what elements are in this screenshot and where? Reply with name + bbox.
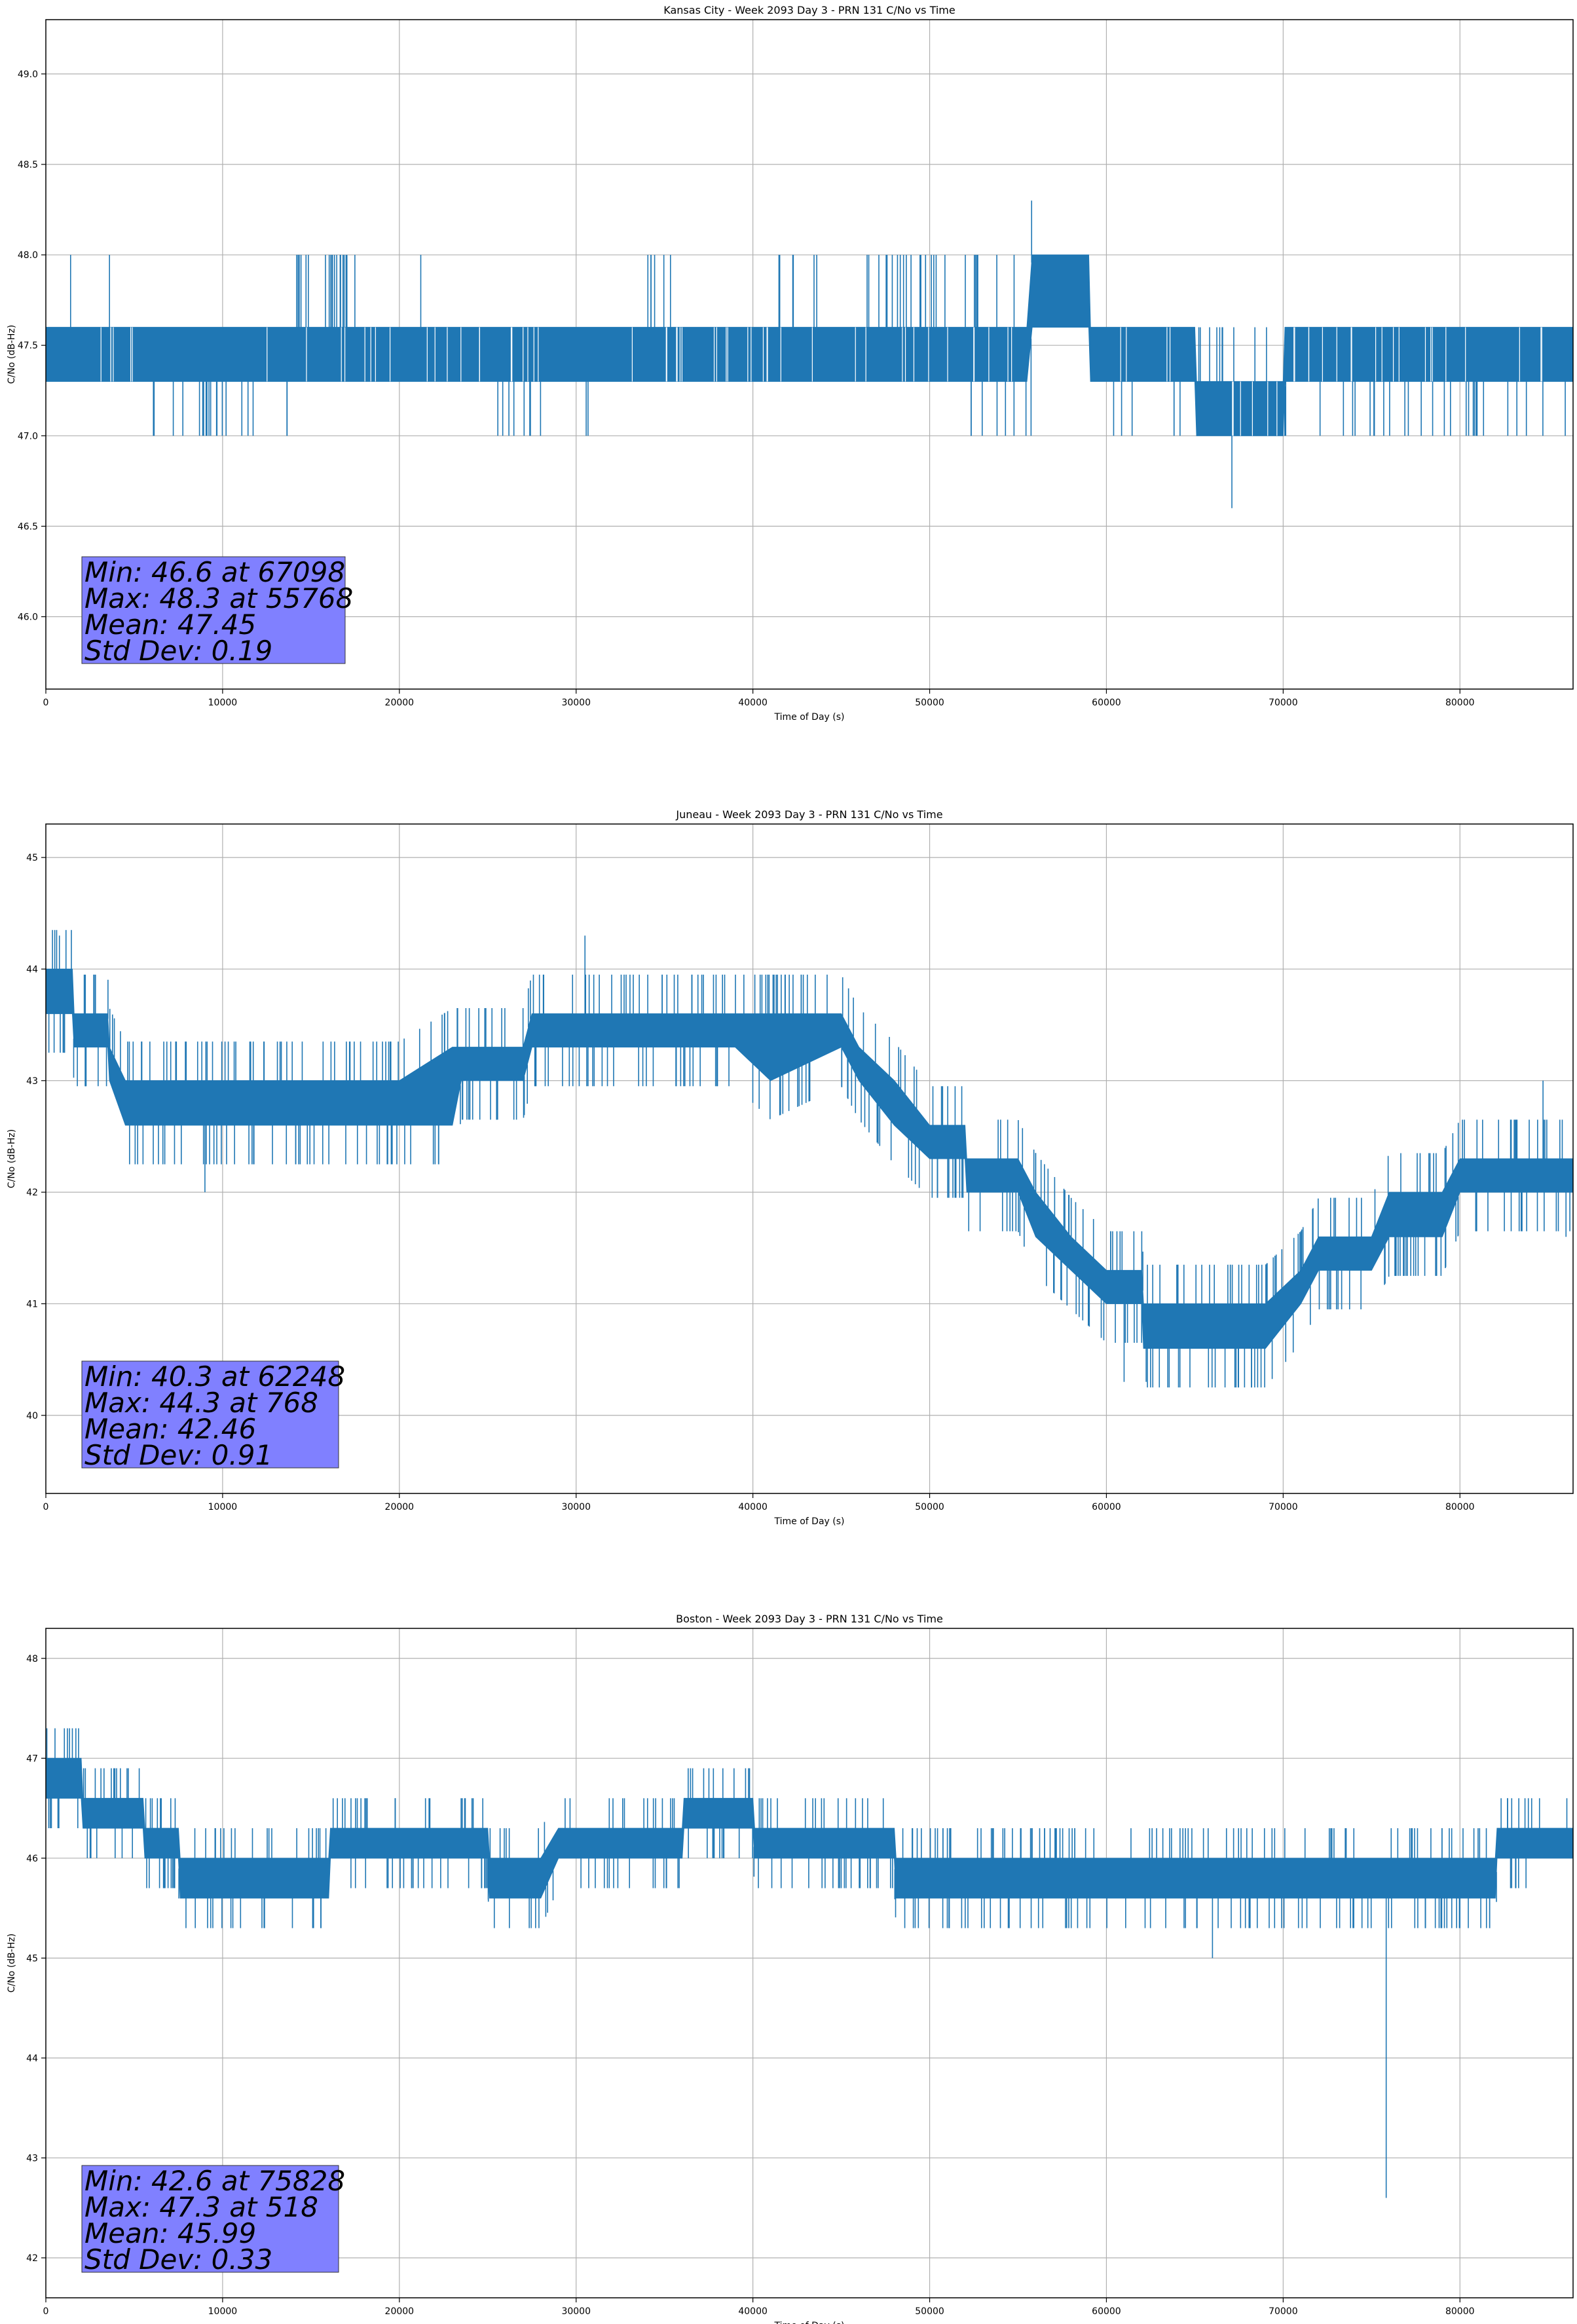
stats-line: Max: 48.3 at 55768 xyxy=(84,582,353,614)
stats-line: Min: 46.6 at 67098 xyxy=(84,556,345,588)
x-tick-label: 40000 xyxy=(738,1502,768,1512)
x-tick-label: 10000 xyxy=(208,2306,238,2317)
x-tick-label: 10000 xyxy=(208,698,238,708)
x-tick-label: 20000 xyxy=(385,1502,415,1512)
series-band xyxy=(46,254,1573,436)
y-tick-label: 41 xyxy=(26,1299,38,1309)
series-noise xyxy=(46,1728,1568,2198)
y-tick-label: 49.0 xyxy=(18,69,38,80)
chart-title: Juneau - Week 2093 Day 3 - PRN 131 C/No … xyxy=(675,808,942,821)
chart-panel-1: 0 10000 20000 30000 40000 50000 60000 70000 8000… xyxy=(7,4,1574,722)
x-tick-label: 60000 xyxy=(1092,1502,1121,1512)
y-tick-label: 46.0 xyxy=(18,612,38,623)
y-tick-label: 44 xyxy=(26,2053,38,2064)
y-tick-label: 48.0 xyxy=(18,250,38,261)
x-tick-label: 80000 xyxy=(1445,2306,1475,2317)
y-tick-label: 47 xyxy=(26,1753,38,1764)
y-axis-label: C/No (dB-Hz) xyxy=(7,1129,17,1188)
stats-line: Max: 47.3 at 518 xyxy=(84,2191,318,2223)
axes-frame xyxy=(45,823,1574,1494)
stats-line: Min: 40.3 at 62248 xyxy=(84,1360,345,1393)
stats-line: Std Dev: 0.19 xyxy=(84,635,272,667)
y-tick-label: 42 xyxy=(26,2253,38,2264)
y-tick-label: 45 xyxy=(26,853,38,863)
y-axis-label: C/No (dB-Hz) xyxy=(7,1934,17,1993)
series-line xyxy=(46,929,1573,1388)
series-line xyxy=(46,200,1573,508)
x-tick-label: 0 xyxy=(43,698,49,708)
x-tick-label: 40000 xyxy=(738,2306,768,2317)
x-axis-label: Time of Day (s) xyxy=(774,2321,845,2324)
x-tick-label: 0 xyxy=(43,2306,49,2317)
x-tick-label: 0 xyxy=(43,1502,49,1512)
y-tick-label: 40 xyxy=(26,1411,38,1421)
chart-title: Kansas City - Week 2093 Day 3 - PRN 131 … xyxy=(663,4,955,16)
stats-line: Std Dev: 0.91 xyxy=(84,1439,272,1471)
stats-line: Min: 42.6 at 75828 xyxy=(84,2165,345,2197)
x-axis: 0 10000 20000 30000 40000 50000 60000 70000 8000… xyxy=(43,689,1475,708)
y-tick-label: 48.5 xyxy=(18,160,38,170)
x-tick-label: 80000 xyxy=(1445,698,1475,708)
x-tick-label: 70000 xyxy=(1269,698,1298,708)
series-band xyxy=(46,1757,1573,1899)
x-tick-label: 60000 xyxy=(1092,698,1121,708)
x-tick-label: 60000 xyxy=(1092,2306,1121,2317)
y-tick-label: 47.0 xyxy=(18,431,38,441)
x-tick-label: 50000 xyxy=(915,698,944,708)
chart-panel-2: 0 10000 20000 30000 40000 50000 60000 70000 8000… xyxy=(7,808,1574,1527)
x-tick-label: 30000 xyxy=(561,2306,591,2317)
y-axis: 40 41 42 43 44 45 xyxy=(26,853,46,1421)
y-axis: 42 43 44 45 46 47 48 xyxy=(26,1654,46,2264)
stats-line: Mean: 45.99 xyxy=(84,2217,256,2249)
y-tick-label: 44 xyxy=(26,964,38,975)
x-axis: 0 10000 20000 30000 40000 50000 60000 70000 8000… xyxy=(43,2298,1475,2317)
x-tick-label: 20000 xyxy=(385,698,415,708)
stats-line: Max: 44.3 at 768 xyxy=(84,1387,318,1419)
y-tick-label: 48 xyxy=(26,1654,38,1664)
stats-box-background xyxy=(81,556,346,664)
y-tick-label: 43 xyxy=(26,2153,38,2164)
y-axis-label: C/No (dB-Hz) xyxy=(7,325,17,384)
x-tick-label: 70000 xyxy=(1269,2306,1298,2317)
y-tick-label: 42 xyxy=(26,1188,38,1198)
stats-box-background xyxy=(81,1360,339,1469)
chart-title: Boston - Week 2093 Day 3 - PRN 131 C/No … xyxy=(676,1613,943,1625)
series-band xyxy=(46,968,1573,1349)
x-tick-label: 20000 xyxy=(385,2306,415,2317)
y-tick-label: 46 xyxy=(26,1854,38,1864)
x-axis-label: Time of Day (s) xyxy=(774,712,845,722)
axes-frame xyxy=(45,1628,1574,2298)
y-tick-label: 43 xyxy=(26,1076,38,1087)
x-tick-label: 70000 xyxy=(1269,1502,1298,1512)
x-axis-label: Time of Day (s) xyxy=(774,1516,845,1527)
stats-line: Mean: 42.46 xyxy=(84,1413,256,1445)
x-tick-label: 50000 xyxy=(915,2306,944,2317)
series-line xyxy=(46,1728,1573,2198)
chart-panel-3: 0 10000 20000 30000 40000 50000 60000 70000 8000… xyxy=(7,1613,1574,2324)
stats-box-background xyxy=(81,2165,339,2273)
axes-frame xyxy=(45,19,1574,690)
x-tick-label: 50000 xyxy=(915,1502,944,1512)
x-tick-label: 30000 xyxy=(561,698,591,708)
y-axis: 46.0 46.5 47.0 47.5 48.0 48.5 49.0 xyxy=(18,69,46,623)
x-tick-label: 80000 xyxy=(1445,1502,1475,1512)
x-tick-label: 30000 xyxy=(561,1502,591,1512)
stats-line: Mean: 47.45 xyxy=(84,609,256,641)
y-tick-label: 46.5 xyxy=(18,521,38,532)
stats-line: Std Dev: 0.33 xyxy=(84,2243,272,2276)
series-noise xyxy=(48,929,1570,1388)
series-noise xyxy=(69,200,1566,508)
x-axis: 0 10000 20000 30000 40000 50000 60000 70000 8000… xyxy=(43,1493,1475,1512)
x-tick-label: 40000 xyxy=(738,698,768,708)
x-tick-label: 10000 xyxy=(208,1502,238,1512)
y-tick-label: 47.5 xyxy=(18,341,38,351)
y-tick-label: 45 xyxy=(26,1953,38,1964)
